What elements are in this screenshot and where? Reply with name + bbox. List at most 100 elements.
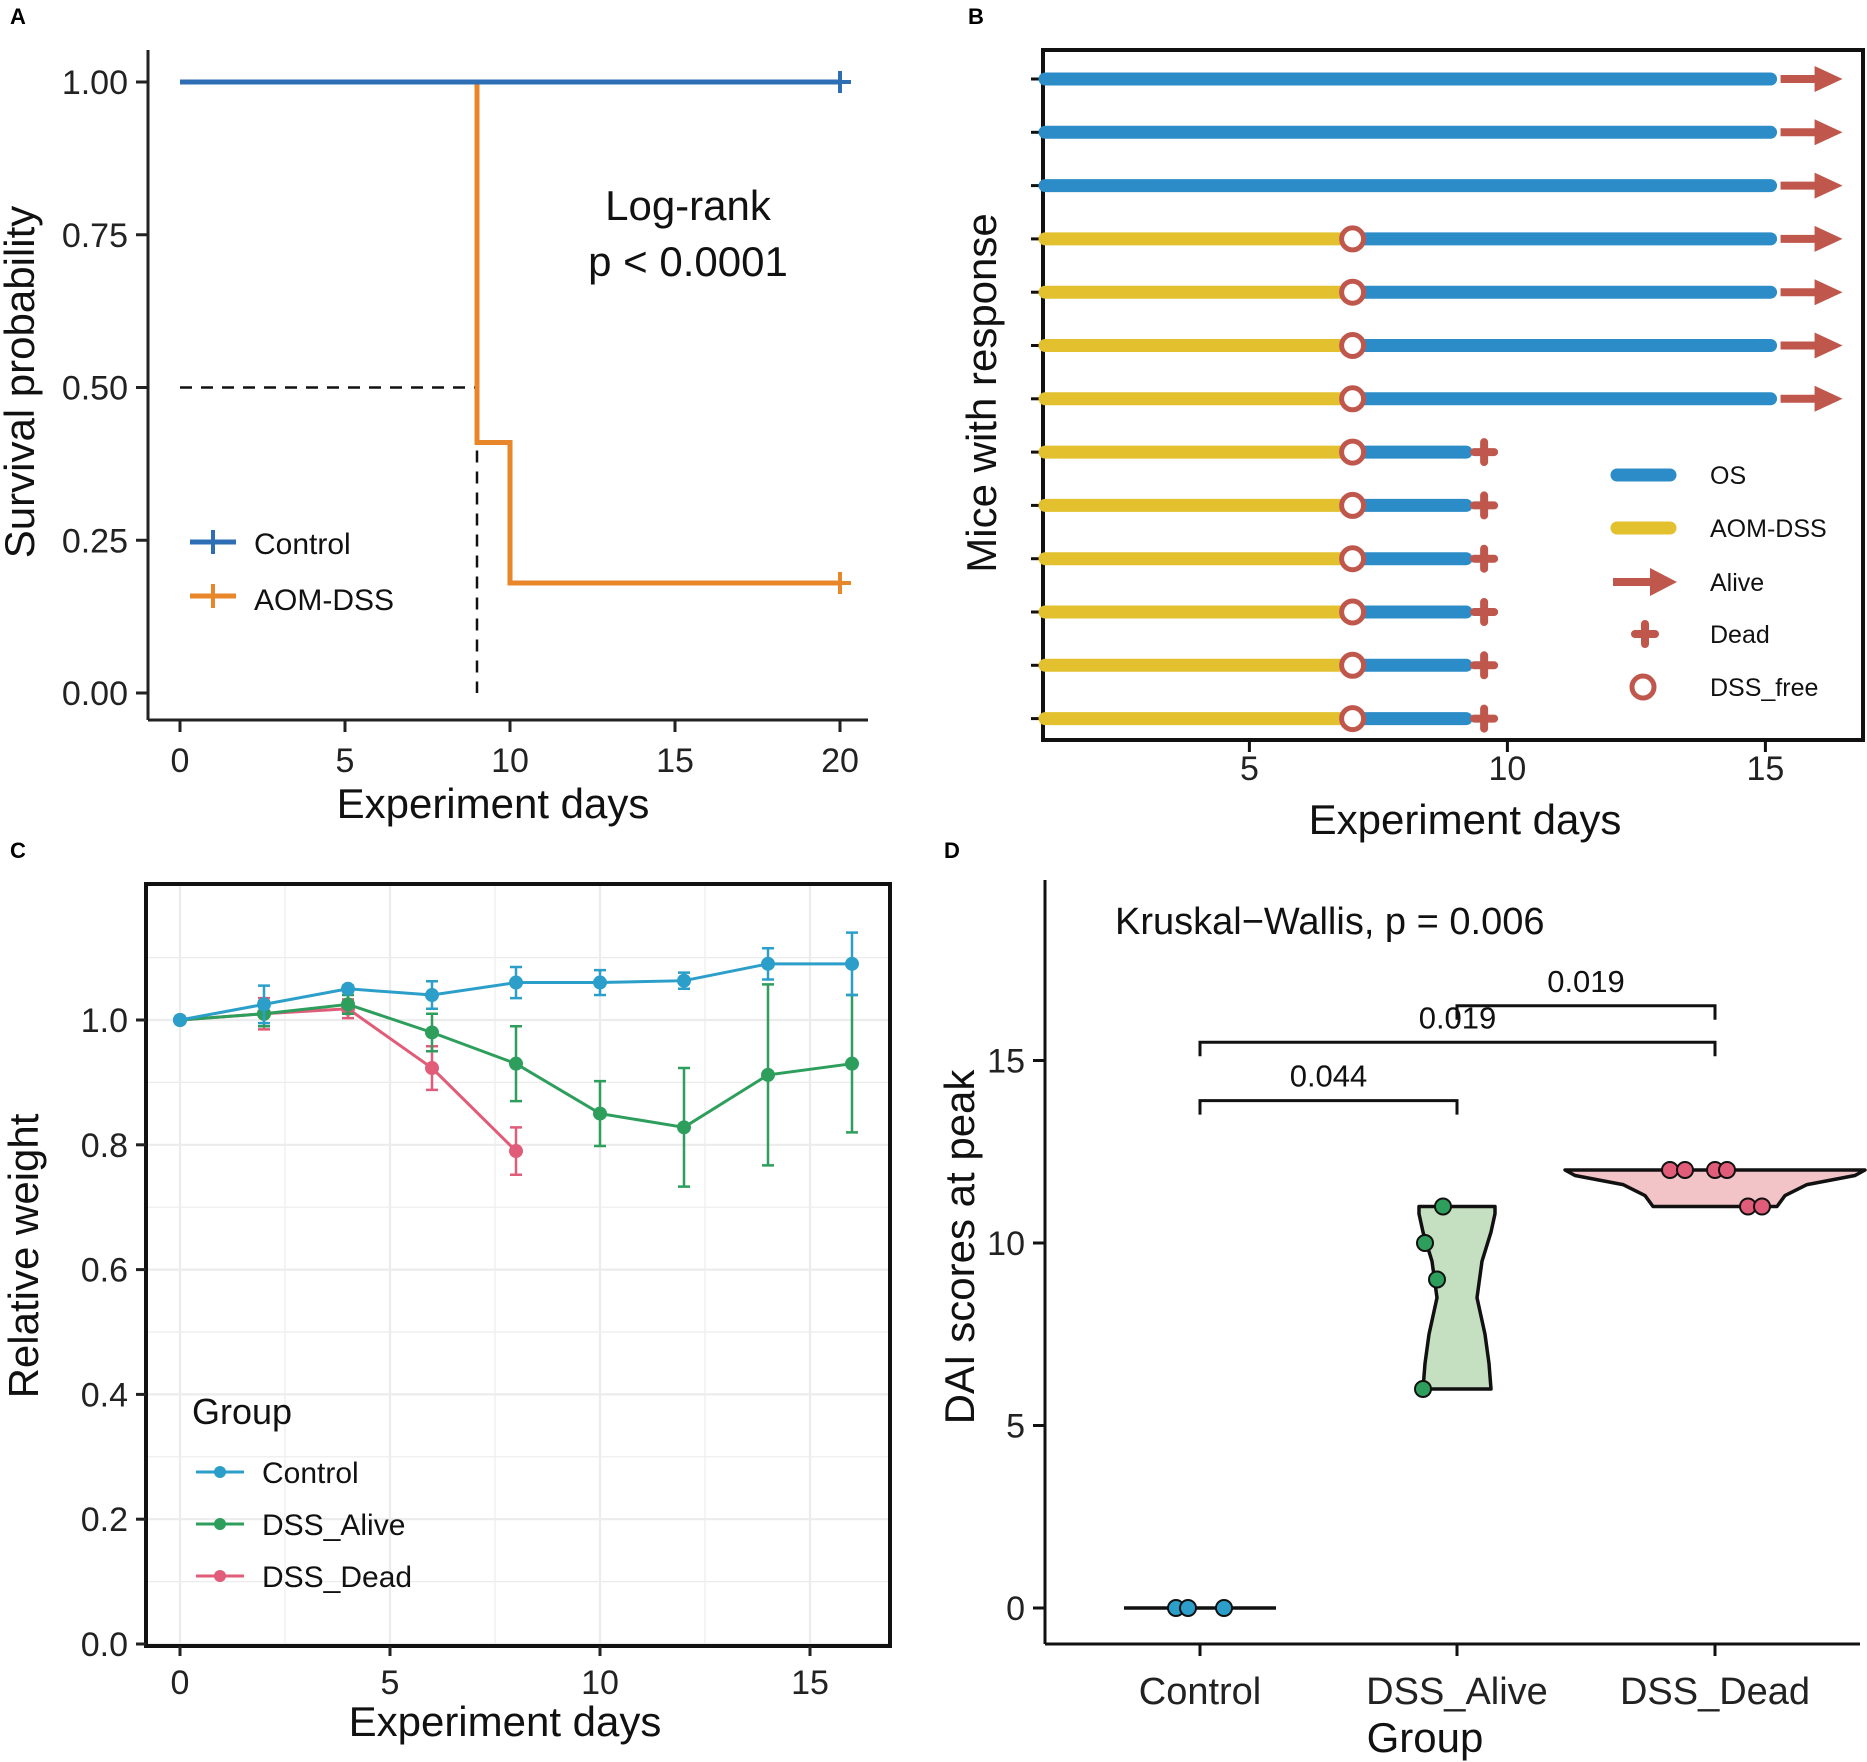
x-tick-label: Control [1139, 1671, 1262, 1713]
alive-arrowhead [1814, 225, 1843, 252]
alive-arrowhead [1814, 332, 1843, 359]
data-point-dss-alive [761, 1067, 775, 1082]
x-tick-label: DSS_Dead [1620, 1671, 1810, 1713]
y-tick-label: 1.00 [62, 64, 128, 102]
data-point-dss-alive [1414, 1380, 1432, 1398]
panel-c-legend: Group Control DSS_Alive DSS_Dead [192, 1391, 412, 1594]
legend-dssfree-label: DSS_free [1710, 674, 1818, 702]
y-tick-label: 5 [1006, 1408, 1025, 1446]
legend-os-label: OS [1710, 462, 1746, 490]
legend-c-dead-dot [214, 1570, 226, 1582]
dead-cross [1470, 704, 1499, 733]
panel-a-ticks: 0 5 10 15 20 0.00 0.25 0.50 0.75 1.00 [62, 64, 859, 780]
x-tick-label: DSS_Alive [1366, 1671, 1548, 1713]
dss-free-marker [1339, 385, 1367, 413]
data-point-dss-alive [845, 1056, 859, 1071]
panel-d-points [1167, 1161, 1771, 1617]
dss-free-marker [1339, 491, 1367, 519]
legend-c-dead-label: DSS_Dead [262, 1561, 412, 1594]
data-point-dss-alive [677, 1120, 691, 1135]
alive-arrowhead [1814, 385, 1843, 412]
x-tick-label: 15 [1746, 750, 1784, 788]
x-tick-label: 0 [171, 742, 190, 780]
panel-b-y-title: Mice with response [958, 213, 1005, 572]
dss-free-marker [1339, 332, 1367, 359]
x-tick-label: 10 [491, 742, 529, 780]
data-point-control [341, 981, 355, 996]
data-point-control [509, 975, 523, 990]
dead-cross [1470, 544, 1499, 573]
data-point-dss-dead [1753, 1197, 1771, 1216]
panel-b-label: B [968, 4, 984, 29]
data-point-dss-dead [509, 1144, 523, 1159]
y-tick-label: 0.8 [81, 1127, 128, 1165]
legend-alive-arrowhead-icon [1650, 568, 1677, 596]
censor-mark-control [829, 71, 851, 93]
panel-b-legend: OS AOM-DSS Alive Dead DSS_free [1610, 462, 1827, 702]
data-point-control [425, 988, 439, 1003]
data-point-control [1179, 1599, 1197, 1617]
y-tick-label: 0.4 [81, 1376, 128, 1414]
alive-arrowhead [1814, 66, 1843, 92]
y-tick-label: 0.50 [62, 370, 128, 408]
data-point-control [173, 1013, 187, 1027]
data-point-control [761, 956, 775, 971]
panel-a-logrank-line1: Log-rank [605, 182, 772, 229]
comparison-bracket [1455, 1004, 1717, 1020]
panel-a-label: A [10, 4, 26, 29]
legend-c-control-label: Control [262, 1457, 359, 1490]
data-point-dss-alive [341, 997, 355, 1012]
y-tick-label: 0.6 [81, 1252, 128, 1290]
dss-free-marker [1339, 705, 1367, 733]
data-point-dss-dead [1718, 1161, 1736, 1179]
y-tick-label: 0.00 [62, 675, 128, 713]
legend-c-control-dot [214, 1466, 226, 1478]
panel-d-kruskal-title: Kruskal−Wallis, p = 0.006 [1115, 901, 1544, 943]
alive-arrowhead [1814, 119, 1843, 146]
panel-d-violins [1124, 1168, 1867, 1610]
dss-free-marker [1339, 651, 1367, 679]
dss-free-marker [1339, 438, 1367, 466]
x-tick-label: 5 [336, 742, 355, 780]
dead-cross [1470, 598, 1499, 626]
data-point-dss-alive [1428, 1270, 1446, 1289]
panel-d-label: D [944, 838, 960, 863]
panel-b-ticks: 5 10 15 [1031, 77, 1784, 788]
data-point-control [593, 975, 607, 990]
panel-c-series [173, 931, 859, 1188]
legend-dead-cross-icon [1631, 620, 1659, 648]
x-tick-label: 0 [171, 1664, 190, 1702]
panel-c-label: C [10, 838, 26, 863]
data-point-control [677, 973, 691, 988]
panel-d-y-title: DAI scores at peak [936, 1069, 983, 1425]
data-point-dss-alive [593, 1106, 607, 1121]
data-point-control [257, 997, 271, 1012]
panel-a-legend: Control AOM-DSS [190, 528, 394, 617]
panel-a: A 0 5 10 15 200.000.250.500.751.00 Log-rank … [0, 4, 868, 827]
y-tick-label: 15 [987, 1043, 1025, 1081]
x-tick-label: 15 [791, 1664, 829, 1702]
panel-b-x-title: Experiment days [1309, 796, 1622, 843]
dead-cross [1470, 438, 1499, 467]
legend-aomdss-b-label: AOM-DSS [1710, 515, 1827, 543]
comparison-p-value: 0.019 [1547, 964, 1625, 999]
data-point-dss-alive [509, 1056, 523, 1071]
violin-dss-dead [1563, 1168, 1867, 1209]
panel-c-legend-title: Group [192, 1391, 292, 1432]
x-tick-label: 10 [1488, 750, 1526, 788]
data-point-dss-dead [425, 1061, 439, 1076]
comparison-p-value: 0.044 [1290, 1059, 1368, 1094]
x-tick-label: 15 [656, 742, 694, 780]
panel-b: B 5 10 15 OS AOM-DSS Alive Dead DSS_free E… [958, 4, 1865, 843]
x-tick-label: 20 [821, 742, 859, 780]
alive-arrowhead [1814, 279, 1843, 306]
survival-curve-aom-dss [180, 79, 840, 586]
dss-free-marker [1339, 545, 1367, 573]
dead-cross [1470, 651, 1499, 680]
data-point-dss-dead [1661, 1161, 1679, 1179]
x-tick-label: 5 [381, 1664, 400, 1702]
y-tick-label: 0.25 [62, 522, 128, 560]
dss-free-marker [1339, 598, 1367, 626]
violin-dss-alive [1417, 1204, 1497, 1391]
